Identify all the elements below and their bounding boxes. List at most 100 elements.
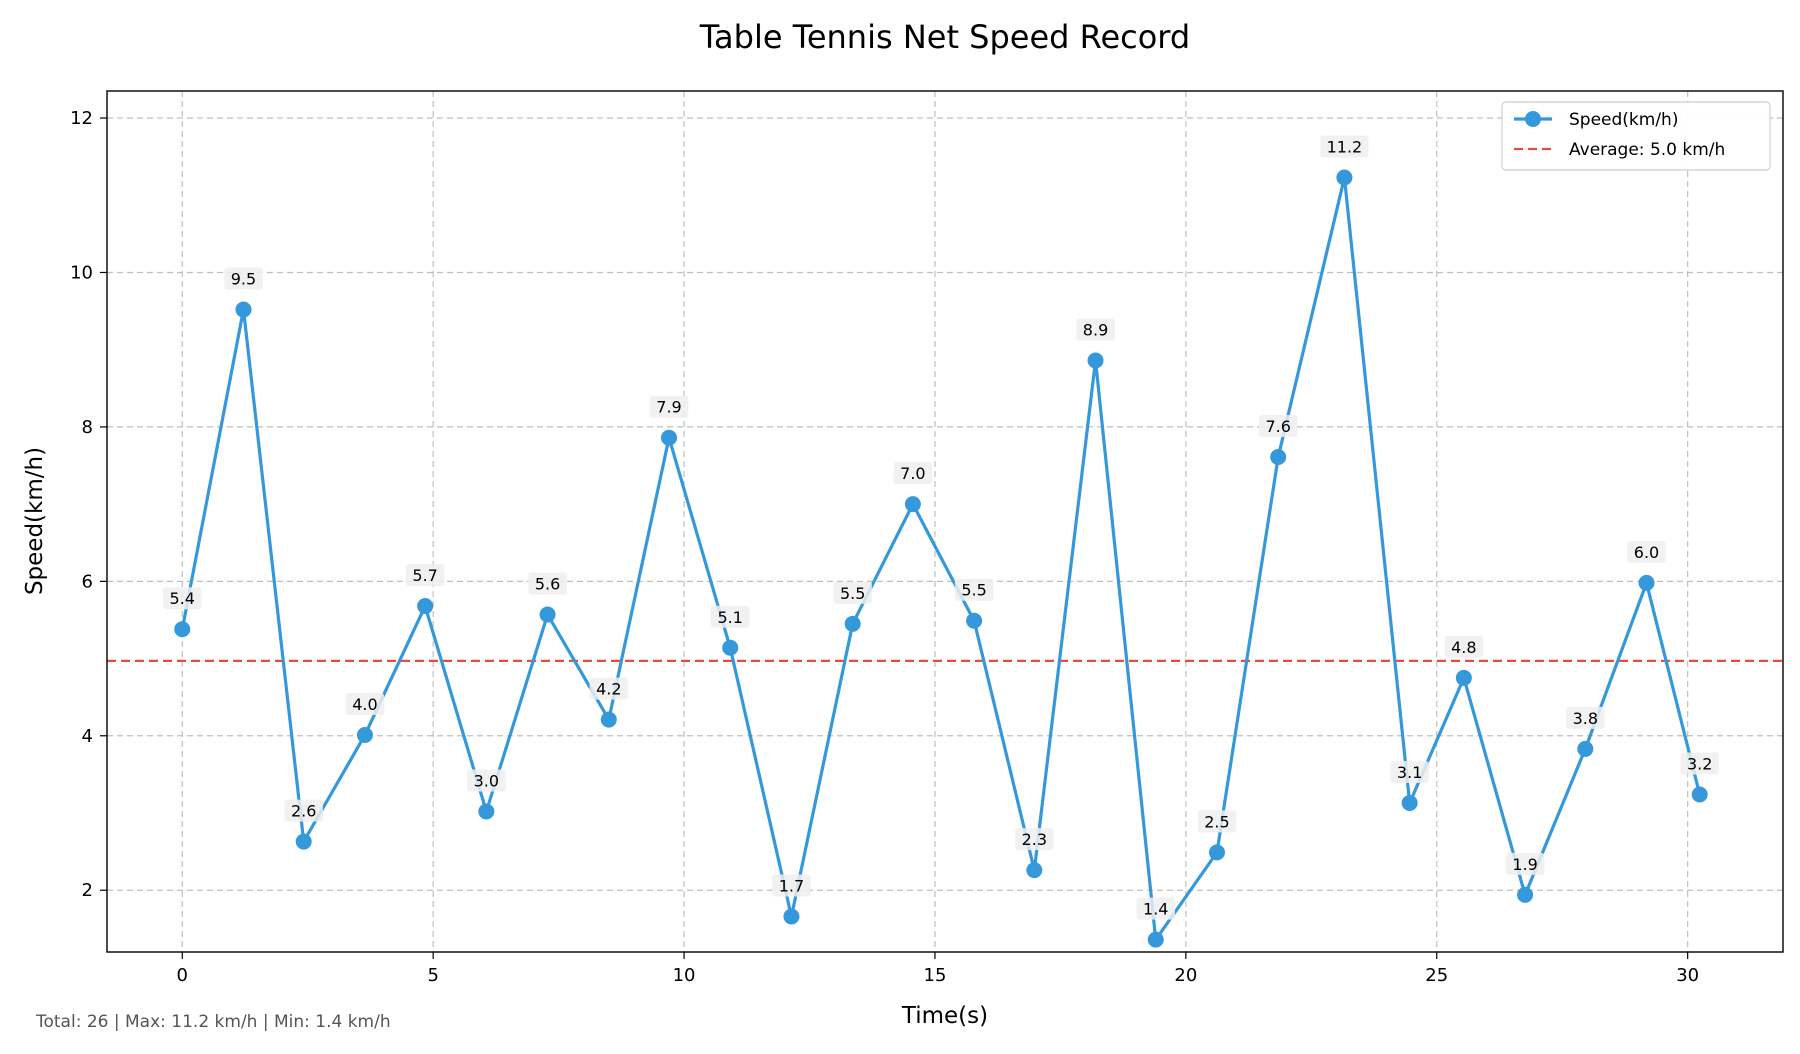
x-axis-label: Time(s) <box>901 1003 988 1029</box>
data-label-box <box>345 693 385 716</box>
data-label-box <box>163 587 202 610</box>
chart-title: Table Tennis Net Speed Record <box>699 18 1190 56</box>
grid-layer <box>107 91 1783 952</box>
data-label: 5.5 <box>840 584 865 603</box>
data-label-box <box>284 799 323 822</box>
data-label-box <box>954 578 994 601</box>
data-label-box <box>1197 810 1237 833</box>
data-point <box>356 727 373 744</box>
data-point <box>722 639 739 656</box>
plot-frame <box>106 90 1784 953</box>
data-point <box>966 612 983 629</box>
y-tick-label: 6 <box>82 571 93 592</box>
y-tick-label: 10 <box>70 262 93 283</box>
data-label: 5.4 <box>170 589 195 608</box>
data-label: 4.8 <box>1451 638 1476 657</box>
legend-box <box>1501 101 1771 171</box>
data-point <box>1026 862 1043 879</box>
data-label: 4.0 <box>352 695 377 714</box>
data-label: 3.0 <box>474 771 499 790</box>
data-point <box>1517 886 1534 903</box>
data-label: 1.7 <box>779 876 804 895</box>
data-point <box>1691 786 1708 803</box>
axes-layer: 0 5 10 15 20 25 30 2 4 6 8 10 12 <box>70 90 1784 986</box>
data-label-box <box>1076 318 1115 341</box>
data-label-box <box>1505 852 1545 875</box>
data-point <box>904 496 921 513</box>
data-label: 4.2 <box>596 680 621 699</box>
data-label: 1.4 <box>1143 900 1168 919</box>
data-label-box <box>1627 540 1666 563</box>
x-tick-label: 20 <box>1174 965 1197 986</box>
data-label: 7.6 <box>1265 417 1290 436</box>
legend-series-label: Speed(km/h) <box>1569 110 1678 130</box>
data-point <box>539 606 556 623</box>
data-point <box>1087 352 1104 369</box>
data-label: 7.9 <box>656 398 681 417</box>
y-tick-label: 8 <box>82 417 93 438</box>
data-label-box <box>649 395 689 418</box>
data-point <box>661 429 678 446</box>
data-label: 7.0 <box>900 464 925 483</box>
data-label-box <box>1566 706 1605 729</box>
data-point <box>1147 931 1164 948</box>
data-label: 3.2 <box>1687 754 1712 773</box>
data-label-box <box>467 769 506 792</box>
data-label: 1.9 <box>1512 855 1537 874</box>
x-tick-label: 0 <box>177 965 188 986</box>
data-point <box>844 615 861 632</box>
data-label: 2.5 <box>1204 812 1229 831</box>
data-point <box>1336 169 1353 186</box>
data-label-box <box>1444 635 1484 658</box>
data-point <box>600 711 617 728</box>
x-tick-label: 25 <box>1425 965 1448 986</box>
data-point <box>1270 449 1287 466</box>
data-point <box>1208 844 1225 861</box>
data-label-box <box>589 677 629 700</box>
data-label: 5.1 <box>718 608 743 627</box>
legend: Speed(km/h) Average: 5.0 km/h <box>1501 101 1771 171</box>
x-tick-label: 10 <box>673 965 696 986</box>
legend-average-label: Average: 5.0 km/h <box>1569 140 1725 160</box>
data-point <box>478 803 495 820</box>
y-tick-label: 12 <box>70 108 93 129</box>
series-layer: 5.4 9.5 2.6 4.0 5.7 3.0 5.6 4.2 7.9 5.1 1.7 5.5 7.0 5… <box>163 135 1719 948</box>
data-point <box>783 908 800 925</box>
data-label-box <box>528 572 567 595</box>
data-point <box>1455 669 1472 686</box>
data-label-box <box>893 462 933 485</box>
y-tick-label: 4 <box>82 726 93 747</box>
data-label-box <box>1320 135 1369 158</box>
data-label-box <box>1258 415 1298 438</box>
data-point <box>1577 740 1594 757</box>
data-label-box <box>1680 752 1719 775</box>
data-label: 5.6 <box>535 575 560 594</box>
x-tick-label: 5 <box>427 965 438 986</box>
data-label-box <box>833 581 872 604</box>
data-label-box <box>1390 760 1429 783</box>
data-label: 9.5 <box>231 270 256 289</box>
data-label-box <box>224 267 263 290</box>
x-tick-label: 30 <box>1676 965 1699 986</box>
data-label: 2.3 <box>1022 830 1047 849</box>
data-label: 3.1 <box>1397 763 1422 782</box>
data-point <box>1401 794 1418 811</box>
speed-series-line <box>180 175 1702 942</box>
data-point <box>174 621 191 638</box>
data-label-box <box>710 605 750 628</box>
data-label-box <box>1136 897 1176 920</box>
data-label: 6.0 <box>1634 543 1659 562</box>
legend-series-swatch-marker <box>1525 111 1541 127</box>
summary-footer: Total: 26 | Max: 11.2 km/h | Min: 1.4 km… <box>36 1012 391 1032</box>
data-point <box>1638 574 1655 591</box>
data-label-box <box>1015 828 1054 851</box>
data-label: 2.6 <box>291 802 316 821</box>
y-tick-label: 2 <box>82 880 93 901</box>
data-point <box>417 598 434 615</box>
data-label-box <box>772 874 811 897</box>
data-label: 5.7 <box>412 566 437 585</box>
x-tick-label: 15 <box>924 965 947 986</box>
data-label: 5.5 <box>961 581 986 600</box>
